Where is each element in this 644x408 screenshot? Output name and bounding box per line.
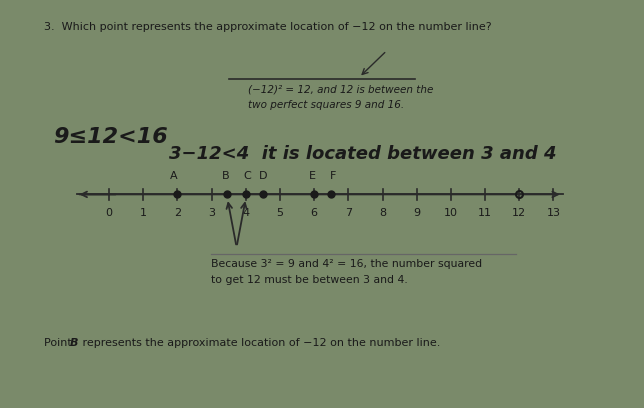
- Text: 9: 9: [413, 208, 421, 218]
- Text: 2: 2: [174, 208, 181, 218]
- Text: 0: 0: [106, 208, 113, 218]
- Text: represents the approximate location of −12 on the number line.: represents the approximate location of −…: [79, 338, 440, 348]
- Text: 3.  Which point represents the approximate location of −12 on the number line?: 3. Which point represents the approximat…: [44, 22, 492, 32]
- Text: F: F: [330, 171, 336, 181]
- Text: 10: 10: [444, 208, 458, 218]
- Text: 3−12<4  it is located between 3 and 4: 3−12<4 it is located between 3 and 4: [169, 144, 557, 162]
- Text: 1: 1: [140, 208, 147, 218]
- Text: to get 12 must be between 3 and 4.: to get 12 must be between 3 and 4.: [211, 275, 408, 285]
- Text: two perfect squares 9 and 16.: two perfect squares 9 and 16.: [248, 100, 404, 111]
- Text: Point: Point: [44, 338, 75, 348]
- Text: Because 3² = 9 and 4² = 16, the number squared: Because 3² = 9 and 4² = 16, the number s…: [211, 259, 482, 268]
- Text: 3: 3: [208, 208, 215, 218]
- Text: (−12)² = 12, and 12 is between the: (−12)² = 12, and 12 is between the: [248, 84, 433, 94]
- Text: 7: 7: [345, 208, 352, 218]
- Text: 4: 4: [242, 208, 249, 218]
- Text: 13: 13: [547, 208, 560, 218]
- Text: 6: 6: [310, 208, 317, 218]
- Text: B: B: [70, 338, 79, 348]
- Text: B: B: [222, 171, 229, 181]
- Text: 8: 8: [379, 208, 386, 218]
- Text: 5: 5: [276, 208, 283, 218]
- Text: A: A: [170, 171, 178, 181]
- Text: 11: 11: [478, 208, 492, 218]
- Text: E: E: [309, 171, 316, 181]
- Text: 9≤12<16: 9≤12<16: [53, 127, 168, 147]
- Text: 12: 12: [512, 208, 526, 218]
- Text: C: C: [244, 171, 252, 181]
- Text: D: D: [259, 171, 267, 181]
